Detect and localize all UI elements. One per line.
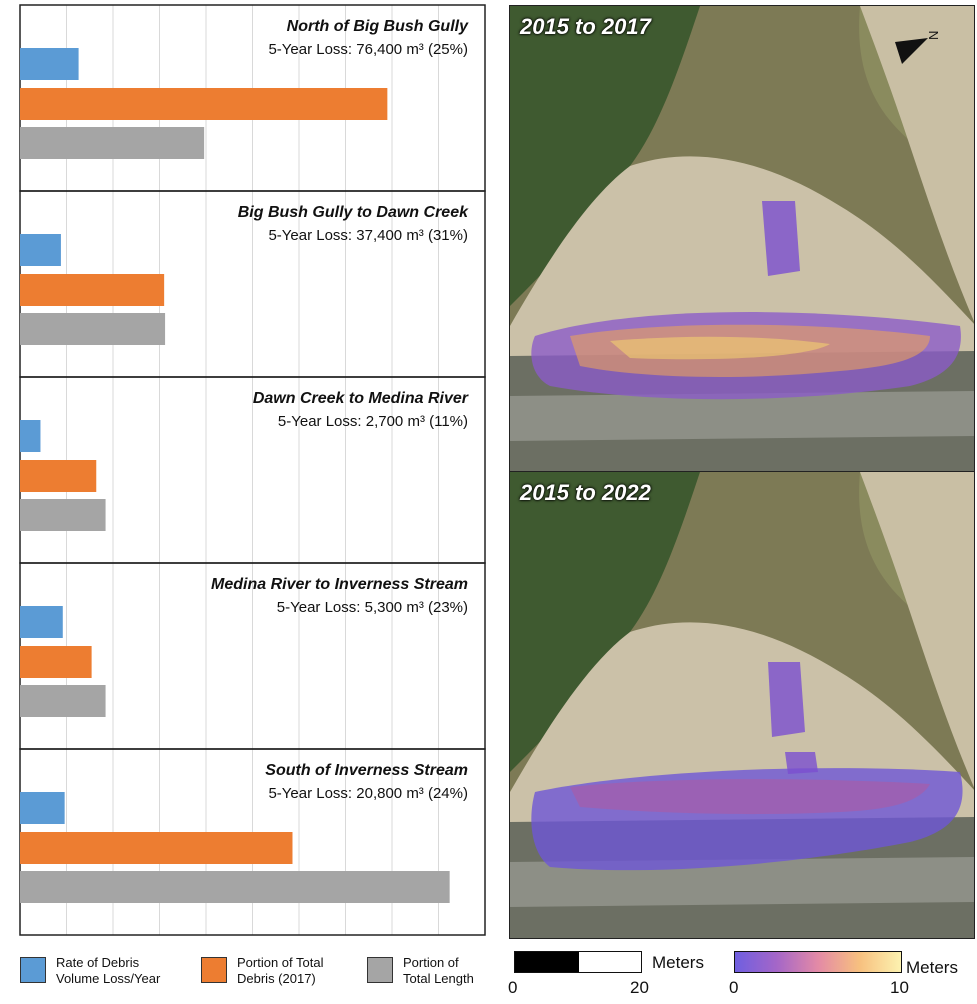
bar	[20, 685, 106, 717]
bar	[20, 48, 79, 80]
bar	[20, 420, 41, 452]
map-title-2017: 2015 to 2017	[520, 14, 651, 39]
bar	[20, 274, 165, 306]
panel-title: North of Big Bush Gully	[287, 18, 469, 35]
scale-bar	[514, 951, 642, 973]
aerial-image-2017: N	[510, 6, 974, 472]
bar	[20, 127, 205, 159]
panel-subtitle: 5-Year Loss: 76,400 m³ (25%)	[268, 41, 468, 58]
bar	[20, 832, 293, 864]
bar	[20, 499, 106, 531]
legend-label-rate: Rate of Debris Volume Loss/Year	[56, 955, 161, 986]
panel-title: Medina River to Inverness Stream	[211, 576, 468, 593]
bar	[20, 88, 388, 120]
panel-subtitle: 5-Year Loss: 37,400 m³ (31%)	[268, 227, 468, 244]
panel-subtitle: 5-Year Loss: 2,700 m³ (11%)	[278, 413, 468, 430]
panel-subtitle: 5-Year Loss: 20,800 m³ (24%)	[268, 785, 468, 802]
map-title-2022: 2015 to 2022	[520, 480, 651, 505]
colorbar-max: 10	[890, 978, 909, 997]
bar	[20, 792, 65, 824]
colorbar	[734, 951, 902, 973]
bar	[20, 313, 166, 345]
scale-bar-black-segment	[515, 952, 579, 972]
panel-title: Dawn Creek to Medina River	[253, 390, 469, 407]
map-panel-2022: 2015 to 2022	[509, 471, 975, 939]
bar	[20, 646, 92, 678]
legend-swatch-gray	[367, 957, 393, 983]
bar	[20, 871, 450, 903]
bar	[20, 234, 61, 266]
bar	[20, 606, 63, 638]
scale-bar-units: Meters	[652, 953, 704, 972]
panel-title: South of Inverness Stream	[265, 762, 468, 779]
panel-subtitle: 5-Year Loss: 5,300 m³ (23%)	[277, 599, 468, 616]
bar-chart: North of Big Bush Gully 5-Year Loss: 76,4…	[19, 4, 486, 936]
scale-bar-max: 20	[630, 978, 649, 997]
scale-bar-min: 0	[508, 978, 518, 997]
north-arrow-icon: N	[895, 31, 941, 64]
legend-label-debris: Portion of Total Debris (2017)	[237, 955, 324, 986]
legend-swatch-blue	[20, 957, 46, 983]
aerial-image-2022	[510, 472, 974, 938]
map-panel-2017: N 2015 to 2017	[509, 5, 975, 473]
north-label: N	[926, 31, 941, 40]
bar	[20, 460, 97, 492]
legend-swatch-orange	[201, 957, 227, 983]
legend-label-length: Portion of Total Length	[403, 955, 474, 986]
colorbar-units: Meters	[906, 958, 958, 977]
panel-title: Big Bush Gully to Dawn Creek	[238, 204, 469, 221]
colorbar-min: 0	[729, 978, 739, 997]
